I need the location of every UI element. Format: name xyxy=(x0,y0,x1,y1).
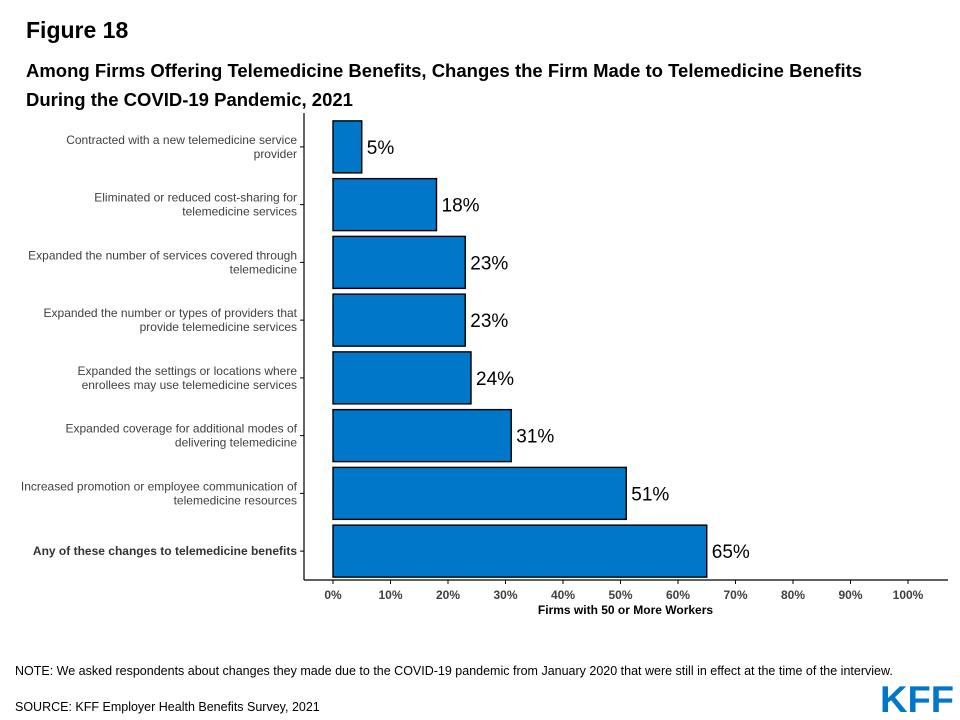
x-tick-label: 0% xyxy=(324,588,342,602)
category-label: Any of these changes to telemedicine ben… xyxy=(33,544,297,558)
value-label: 51% xyxy=(631,484,669,505)
x-tick-label: 30% xyxy=(493,588,517,602)
x-tick-label: 100% xyxy=(893,588,924,602)
bar xyxy=(332,408,512,463)
bar xyxy=(332,235,466,290)
category-label: Expanded the number or types of provider… xyxy=(44,306,298,334)
category-label-line: Expanded coverage for additional modes o… xyxy=(66,422,298,436)
x-tick-label: 80% xyxy=(781,588,805,602)
category-label-line: Expanded the settings or locations where xyxy=(78,364,298,378)
bar-chart: 5% Contracted with a new telemedicine ser… xyxy=(21,113,948,617)
bar xyxy=(332,524,708,578)
category-label-line: enrollees may use telemedicine services xyxy=(82,378,297,392)
x-tick-label: 70% xyxy=(723,588,747,602)
logo-text: KFF xyxy=(880,683,954,713)
category-label: Eliminated or reduced cost-sharing for te… xyxy=(94,191,297,219)
category-label: Expanded coverage for additional modes o… xyxy=(66,422,298,450)
value-label: 24% xyxy=(476,369,514,390)
category-label-line: provide telemedicine services xyxy=(140,320,297,334)
category-label-line: Eliminated or reduced cost-sharing for xyxy=(94,191,297,205)
value-label: 31% xyxy=(516,427,554,448)
category-label-line: Contracted with a new telemedicine servi… xyxy=(66,133,297,147)
bar xyxy=(332,177,438,232)
category-label-line: Expanded the number or types of provider… xyxy=(44,306,298,320)
value-label: 18% xyxy=(442,196,480,217)
x-tick-label: 60% xyxy=(666,588,690,602)
x-axis-title: Firms with 50 or More Workers xyxy=(538,603,713,617)
category-label: Increased promotion or employee communic… xyxy=(21,479,298,507)
kff-logo: KFF xyxy=(880,683,954,713)
category-label-line: delivering telemedicine xyxy=(175,436,297,450)
bar xyxy=(332,293,466,347)
bar xyxy=(332,466,627,521)
category-label: Expanded the number of services covered … xyxy=(28,248,297,276)
category-label-line: provider xyxy=(254,147,297,161)
category-label: Expanded the settings or locations where… xyxy=(78,364,298,392)
x-tick-label: 20% xyxy=(436,588,460,602)
x-tick-label: 90% xyxy=(838,588,862,602)
category-label: Contracted with a new telemedicine servi… xyxy=(66,133,297,161)
category-label-line: Increased promotion or employee communic… xyxy=(21,479,298,493)
value-label: 23% xyxy=(470,311,508,332)
value-label: 23% xyxy=(470,253,508,274)
x-tick-label: 50% xyxy=(608,588,632,602)
x-tick-label: 40% xyxy=(551,588,575,602)
category-label-line: telemedicine xyxy=(230,262,298,276)
category-label-line: telemedicine resources xyxy=(174,493,297,507)
value-label: 5% xyxy=(367,138,395,159)
bar xyxy=(332,351,472,405)
chart-title: Among Firms Offering Telemedicine Benefi… xyxy=(26,60,863,110)
note-text: NOTE: We asked respondents about changes… xyxy=(15,664,893,678)
figure-label: Figure 18 xyxy=(26,17,129,43)
x-tick-label: 10% xyxy=(378,588,402,602)
source-text: SOURCE: KFF Employer Health Benefits Sur… xyxy=(15,700,320,714)
value-label: 65% xyxy=(712,542,750,563)
bar xyxy=(332,120,363,174)
category-label-line: Expanded the number of services covered … xyxy=(28,248,297,262)
category-label-line: Any of these changes to telemedicine ben… xyxy=(33,544,297,558)
category-label-line: telemedicine services xyxy=(182,205,297,219)
